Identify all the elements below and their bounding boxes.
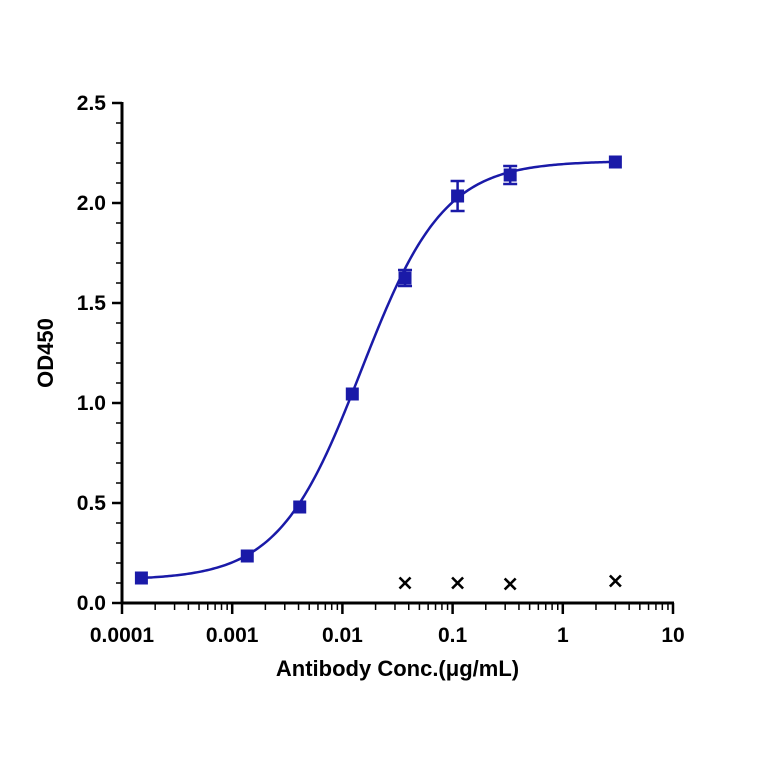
- data-point: [450, 179, 465, 213]
- square-marker: [608, 155, 622, 169]
- x-tick-label: 1: [557, 624, 569, 647]
- y-tick-label: 2.5: [77, 92, 107, 115]
- data-point: [134, 571, 148, 585]
- x-tick-label: 0.1: [438, 624, 468, 647]
- data-point: [608, 155, 622, 169]
- square-marker: [293, 500, 307, 514]
- square-marker: [240, 549, 254, 563]
- data-point: [293, 500, 307, 514]
- fit-curve: [139, 160, 618, 580]
- data-point: [240, 549, 254, 563]
- data-points: [134, 155, 622, 591]
- y-tick-label: 1.5: [77, 292, 107, 315]
- x-tick-label: 10: [661, 624, 684, 647]
- x-tick-label: 0.01: [322, 624, 363, 647]
- square-marker: [503, 168, 517, 182]
- x-marker-stroke: [398, 576, 412, 590]
- x-marker: [398, 576, 412, 590]
- y-tick-label: 0.5: [77, 492, 107, 515]
- x-marker-stroke: [503, 577, 517, 591]
- y-tick-label: 0.0: [77, 592, 106, 615]
- y-axis-title: OD450: [33, 318, 58, 388]
- x-marker-stroke: [451, 576, 465, 590]
- x-axis: 0.0001 0.001 0.01 0.1 1 10: [90, 601, 685, 647]
- fit-curves: [139, 160, 618, 580]
- x-marker: [503, 577, 517, 591]
- y-tick-label: 2.0: [77, 192, 106, 215]
- x-tick-label: 0.0001: [90, 624, 155, 647]
- square-marker: [398, 271, 412, 285]
- data-point: [503, 164, 518, 186]
- y-axis: 0.0 0.5 1.0 1.5 2.0 2.5: [77, 92, 124, 615]
- y-tick-label: 1.0: [77, 392, 106, 415]
- x-marker: [608, 574, 622, 588]
- x-tick-label: 0.001: [206, 624, 259, 647]
- data-point: [345, 387, 359, 401]
- square-marker: [345, 387, 359, 401]
- square-marker: [451, 189, 465, 203]
- x-marker-stroke: [608, 574, 622, 588]
- x-axis-title: Antibody Conc.(μg/mL): [276, 656, 519, 681]
- x-marker: [451, 576, 465, 590]
- data-point: [398, 268, 413, 288]
- square-marker: [134, 571, 148, 585]
